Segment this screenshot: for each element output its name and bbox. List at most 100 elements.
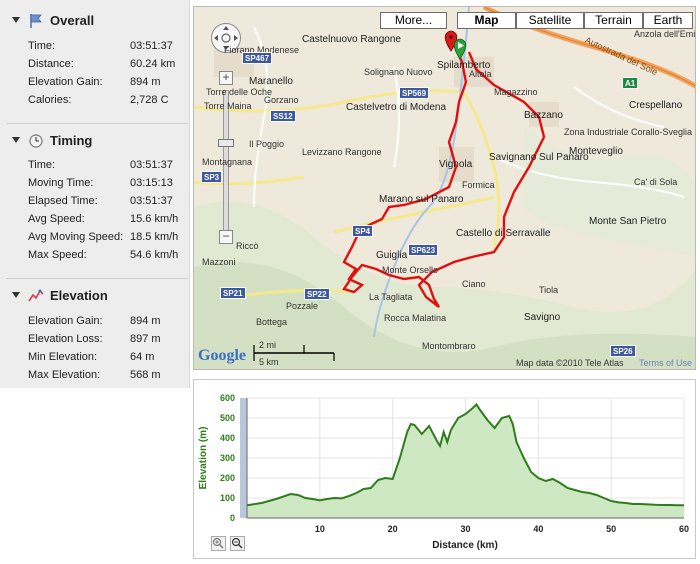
stat-row: Max Elevation: 568 m [28, 366, 190, 384]
more-button[interactable]: More... [380, 12, 447, 29]
y-tick-label: 200 [220, 473, 235, 483]
place-label: Crespellano [629, 100, 683, 111]
place-label: Magazzino [494, 87, 538, 97]
place-label: Bazzano [524, 110, 563, 121]
route-map[interactable]: More... Map Satellite Terrain Earth + − … [193, 6, 696, 370]
collapse-arrow-icon[interactable] [12, 17, 20, 23]
map-type-terrain-button[interactable]: Terrain [584, 12, 643, 29]
stat-value: 03:51:37 [130, 159, 173, 171]
stat-label: Distance: [28, 58, 74, 70]
google-logo[interactable]: Google [198, 347, 246, 364]
road-sign: SP467 [242, 52, 273, 64]
zoom-slider-handle[interactable] [218, 139, 234, 147]
stat-row: Elevation Gain: 894 m [28, 73, 190, 91]
place-label: Formica [462, 180, 495, 190]
place-label: Riccò [236, 241, 259, 251]
flag-icon [28, 13, 44, 29]
stat-label: Avg Moving Speed: [28, 231, 124, 243]
section-header-overall[interactable]: Overall [0, 12, 190, 30]
elevation-chart: 0 100 200 300 400 500 600 10 20 30 40 50 60 Elevati… [193, 379, 696, 559]
stat-row: Time: 03:51:37 [28, 156, 190, 174]
stat-row: Avg Moving Speed: 18.5 km/h [28, 228, 190, 246]
zoom-out-chart-button[interactable] [230, 536, 245, 551]
stat-value: 18.5 km/h [130, 231, 179, 243]
elevation-area [247, 404, 684, 518]
stat-row: Avg Speed: 15.6 km/h [28, 210, 190, 228]
pan-control[interactable] [211, 23, 241, 53]
collapse-arrow-icon[interactable] [12, 137, 20, 143]
x-tick-label: 50 [606, 524, 616, 534]
elevation-chart-svg: 0 100 200 300 400 500 600 10 20 30 40 50 60 Elevati… [198, 393, 689, 551]
place-label: Savigno [524, 312, 561, 323]
place-label: Monte Orsello [382, 265, 439, 275]
section-divider [6, 123, 188, 124]
stat-label: Max Speed: [28, 249, 87, 261]
road-sign: SP569 [399, 87, 430, 99]
range-handle[interactable] [240, 398, 247, 518]
zoom-in-button[interactable]: + [219, 71, 233, 85]
x-axis-label: Distance (km) [432, 540, 498, 551]
y-tick-label: 300 [220, 453, 235, 463]
stat-row: Min Elevation: 64 m [28, 348, 190, 366]
road-sign: SP21 [220, 287, 246, 299]
road-sign: SP3 [201, 171, 223, 183]
place-label: Marano sul Panaro [379, 194, 464, 205]
x-tick-label: 40 [533, 524, 543, 534]
stat-value: 54.6 km/h [130, 249, 179, 261]
x-tick-label: 20 [388, 524, 398, 534]
y-axis-label: Elevation (m) [198, 427, 209, 490]
place-label: Fiorano Modenese [224, 45, 300, 55]
place-label: Monte San Pietro [589, 216, 667, 227]
map-type-satellite-button[interactable]: Satellite [516, 12, 584, 29]
section-title: Elevation [50, 288, 108, 303]
place-label: Savignano Sul Panaro [489, 152, 589, 163]
place-label: Montombraro [422, 341, 476, 351]
magnify-minus-icon [231, 537, 243, 549]
route-line [342, 48, 546, 308]
place-label: La Tagliata [369, 292, 413, 302]
place-label: Maranello [249, 76, 293, 87]
place-label: Spilamberto [437, 60, 491, 71]
place-label: Zona Industriale Corallo-Sveglia [564, 127, 693, 137]
collapse-arrow-icon[interactable] [12, 292, 20, 298]
section-header-elevation[interactable]: Elevation [0, 287, 190, 305]
stat-value: 2,728 C [130, 94, 169, 106]
place-label: Anzola dell'Emilia [634, 29, 696, 39]
stat-label: Elevation Gain: [28, 315, 103, 327]
road-sign: SP22 [304, 288, 330, 300]
zoom-out-button[interactable]: − [219, 230, 233, 244]
place-label: Tiola [539, 285, 559, 295]
finish-marker [453, 38, 467, 60]
stat-label: Max Elevation: [28, 369, 101, 381]
stat-value: 894 m [130, 315, 161, 327]
stat-value: 03:51:37 [130, 195, 173, 207]
stat-row: Calories: 2,728 C [28, 91, 190, 109]
magnify-plus-icon [212, 537, 224, 549]
stat-label: Elevation Loss: [28, 333, 103, 345]
y-tick-label: 100 [220, 493, 235, 503]
stat-value: 15.6 km/h [130, 213, 179, 225]
place-label: Montagnana [202, 157, 253, 167]
scale-label-km: 5 km [259, 357, 279, 367]
road-sign: SP26 [610, 345, 636, 357]
stat-value: 03:15:13 [130, 177, 173, 189]
stat-row: Elevation Gain: 894 m [28, 312, 190, 330]
map-type-earth-button[interactable]: Earth [643, 12, 693, 29]
place-label: Monteveglio [569, 146, 623, 157]
zoom-in-chart-button[interactable] [211, 536, 226, 551]
place-label: Castello di Serravalle [456, 228, 551, 239]
terms-of-use-link[interactable]: Terms of Use [639, 358, 693, 368]
section-header-timing[interactable]: Timing [0, 132, 190, 150]
place-label: Vignola [439, 159, 473, 170]
place-label: Ca' di Sola [634, 177, 678, 187]
place-label: Bottega [256, 317, 288, 327]
map-type-map-button[interactable]: Map [457, 12, 516, 29]
section-title: Timing [50, 133, 93, 148]
elevation-icon [28, 288, 44, 304]
stat-value: 897 m [130, 333, 161, 345]
road-sign: SP4 [352, 225, 374, 237]
stat-row: Time: 03:51:37 [28, 37, 190, 55]
stat-label: Moving Time: [28, 177, 94, 189]
stat-row: Distance: 60.24 km [28, 55, 190, 73]
place-label: Levizzano Rangone [302, 147, 382, 157]
